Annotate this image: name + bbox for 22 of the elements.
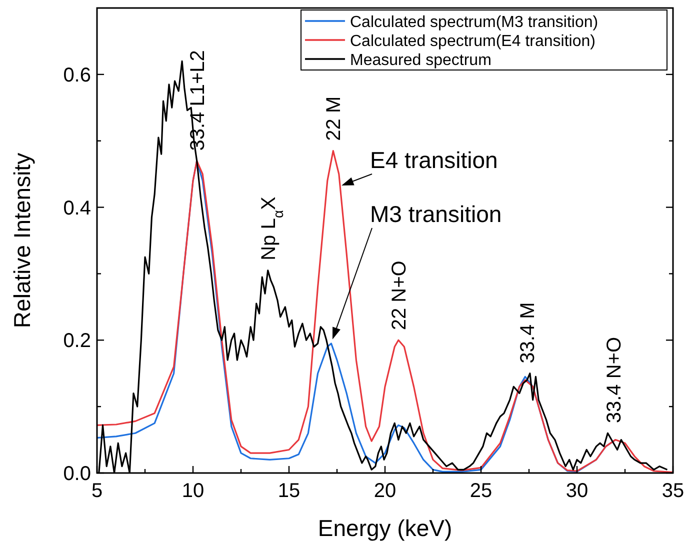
x-tick-label: 25 (470, 480, 492, 502)
x-tick-label: 30 (566, 480, 588, 502)
y-tick-label: 0.2 (63, 330, 91, 352)
y-tick-label: 0.0 (63, 463, 91, 485)
y-axis-title: Relative Intensity (9, 152, 35, 328)
x-tick-label: 15 (278, 480, 300, 502)
x-axis-title: Energy (keV) (318, 515, 452, 541)
x-tick-label: 20 (374, 480, 396, 502)
x-tick-label: 35 (662, 480, 684, 502)
y-tick-label: 0.4 (63, 197, 91, 220)
annotation: 22 N+O (388, 260, 410, 330)
annotation: 33.4 N+O (603, 336, 626, 424)
legend-label: Calculated spectrum(M3 transition) (350, 14, 598, 31)
legend-label: Calculated spectrum(E4 transition) (350, 33, 596, 50)
x-tick-label: 5 (91, 480, 103, 502)
x-tick-label: 10 (182, 480, 204, 502)
annotation: 22 M (323, 96, 346, 141)
legend-label: Measured spectrum (350, 52, 492, 69)
annotation: 33.4 M (517, 302, 540, 364)
annotation: M3 transition (370, 201, 502, 227)
annotation: E4 transition (370, 147, 498, 173)
y-tick-label: 0.6 (63, 64, 91, 86)
